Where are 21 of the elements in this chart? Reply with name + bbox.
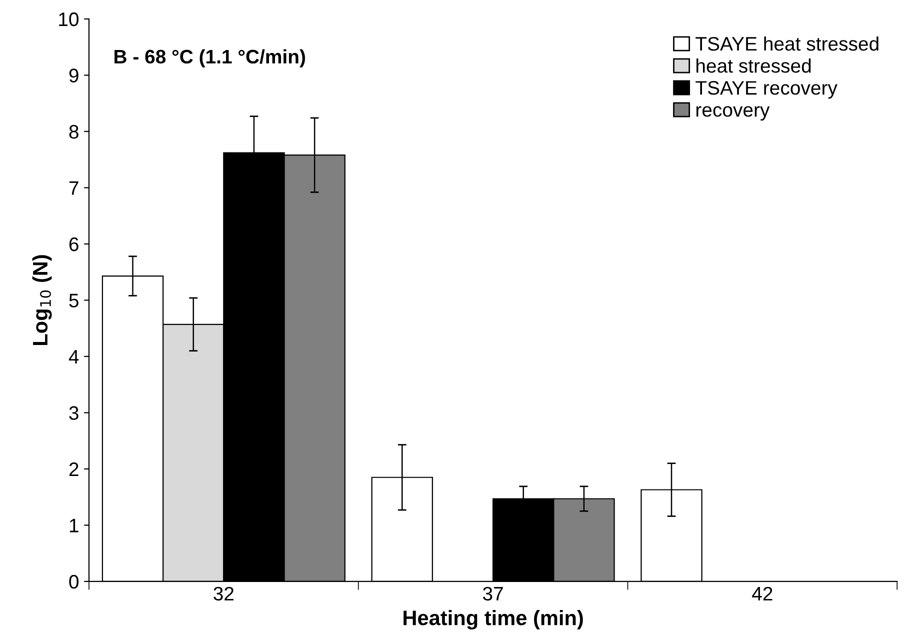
- annotation: B - 68 °C (1.1 °C/min): [114, 49, 306, 68]
- y-tick-label: 1: [70, 518, 78, 532]
- x-axis-title: Heating time (min): [404, 610, 583, 630]
- legend-label: recovery: [696, 106, 770, 121]
- y-axis-title: Log$_{10}$ (N): [32, 255, 52, 345]
- x-tick-label: 32: [214, 586, 234, 601]
- y-tick-label: 3: [69, 406, 78, 420]
- y-tick-label: 7: [69, 181, 78, 195]
- x-tick-label: 42: [752, 586, 772, 600]
- legend-label: heat stressed: [696, 58, 811, 73]
- y-tick-label: 2: [69, 462, 78, 476]
- y-tick-label: 6: [69, 237, 78, 252]
- y-tick-label: 4: [68, 350, 79, 364]
- y-tick-label: 9: [69, 68, 78, 82]
- legend-label: TSAYE recovery: [696, 81, 838, 99]
- y-tick-label: 10: [59, 12, 79, 26]
- x-tick-label: 37: [482, 586, 503, 601]
- y-tick-label: 0: [69, 574, 78, 589]
- y-tick-label: 8: [69, 124, 78, 139]
- legend-label: TSAYE heat stressed: [696, 36, 878, 51]
- y-tick-label: 5: [69, 294, 78, 308]
